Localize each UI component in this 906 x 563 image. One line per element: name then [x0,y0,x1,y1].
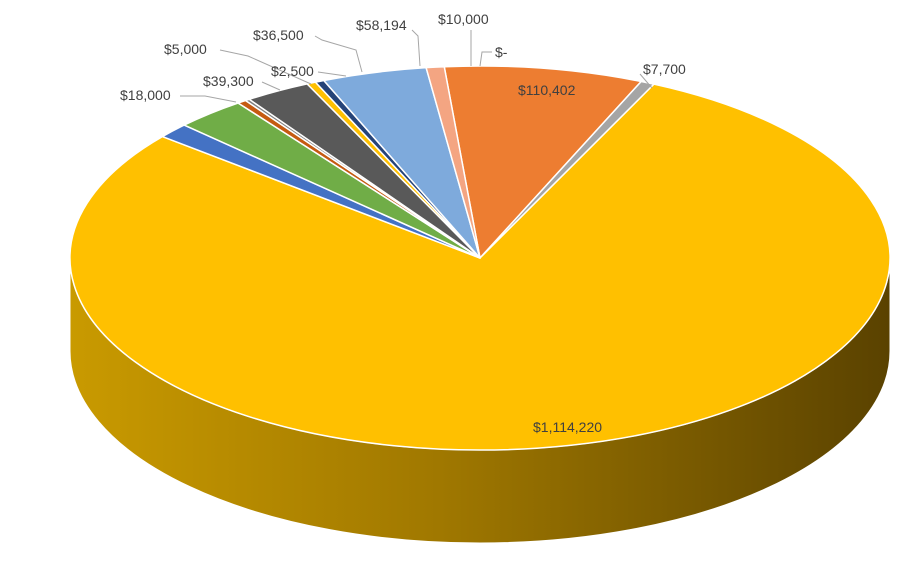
pie-label-layer: $- $110,402 $7,700 $1,114,220 $18,000 $3… [120,11,686,435]
leader-line-dash [479,51,492,67]
data-label-2500: $2,500 [271,63,314,79]
leader-line-58194 [411,29,421,67]
pie-slice-12 [425,65,481,259]
data-label-39300: $39,300 [203,73,254,89]
data-label-36500: $36,500 [253,27,304,43]
pie-slice-3 [69,83,891,451]
leader-line-36500 [314,35,363,73]
pie-slice-1 [443,65,642,259]
pie-top-layer [69,65,891,451]
leader-line-18000 [180,95,237,103]
leader-line-39300 [261,81,281,91]
data-label-dash: $- [495,44,508,60]
leader-line-2500 [317,71,347,77]
data-label-5000: $5,000 [164,41,207,57]
leader-line-5000 [219,49,312,85]
data-label-58194: $58,194 [356,17,407,33]
data-label-10000: $10,000 [438,11,489,27]
data-label-7700: $7,700 [643,61,686,77]
data-label-1114220: $1,114,220 [533,419,602,435]
data-label-110402: $110,402 [518,82,576,98]
leader-line-7700 [639,73,653,89]
data-label-18000: $18,000 [120,87,171,103]
